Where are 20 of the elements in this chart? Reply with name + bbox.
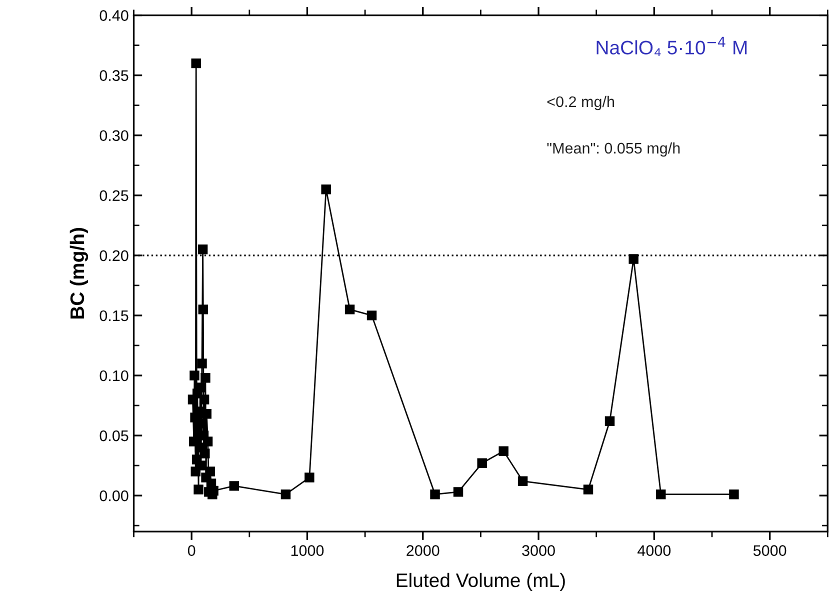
annotation: NaClO₄ 5·10$^{−4}$ M xyxy=(596,36,747,56)
y-tick-label: 0.00 xyxy=(100,490,128,502)
y-tick-label: 0.05 xyxy=(100,430,128,442)
y-tick-label: 0.40 xyxy=(100,10,128,21)
y-tick-label: 0.25 xyxy=(100,190,128,202)
annotation: <0.2 mg/h xyxy=(547,96,614,110)
annotation: "Mean": 0.055 mg/h xyxy=(547,142,680,157)
y-tick-label: 0.15 xyxy=(100,310,128,322)
y-tick-label: 0.35 xyxy=(100,70,128,81)
x-tick-label: 5000 xyxy=(753,545,786,556)
x-tick-label: 1000 xyxy=(291,545,324,556)
y-tick-label: 0.10 xyxy=(100,370,128,382)
y-tick-label: 0.20 xyxy=(100,250,128,262)
y-axis-title: BC (mg/h) xyxy=(70,228,88,319)
x-tick-label: 2000 xyxy=(406,545,440,556)
x-tick-label: 4000 xyxy=(638,545,671,556)
x-tick-label: 0 xyxy=(188,545,196,556)
y-tick-label: 0.30 xyxy=(100,130,128,142)
x-axis-title: Eluted Volume (mL) xyxy=(396,572,565,592)
x-tick-label: 3000 xyxy=(522,545,555,556)
